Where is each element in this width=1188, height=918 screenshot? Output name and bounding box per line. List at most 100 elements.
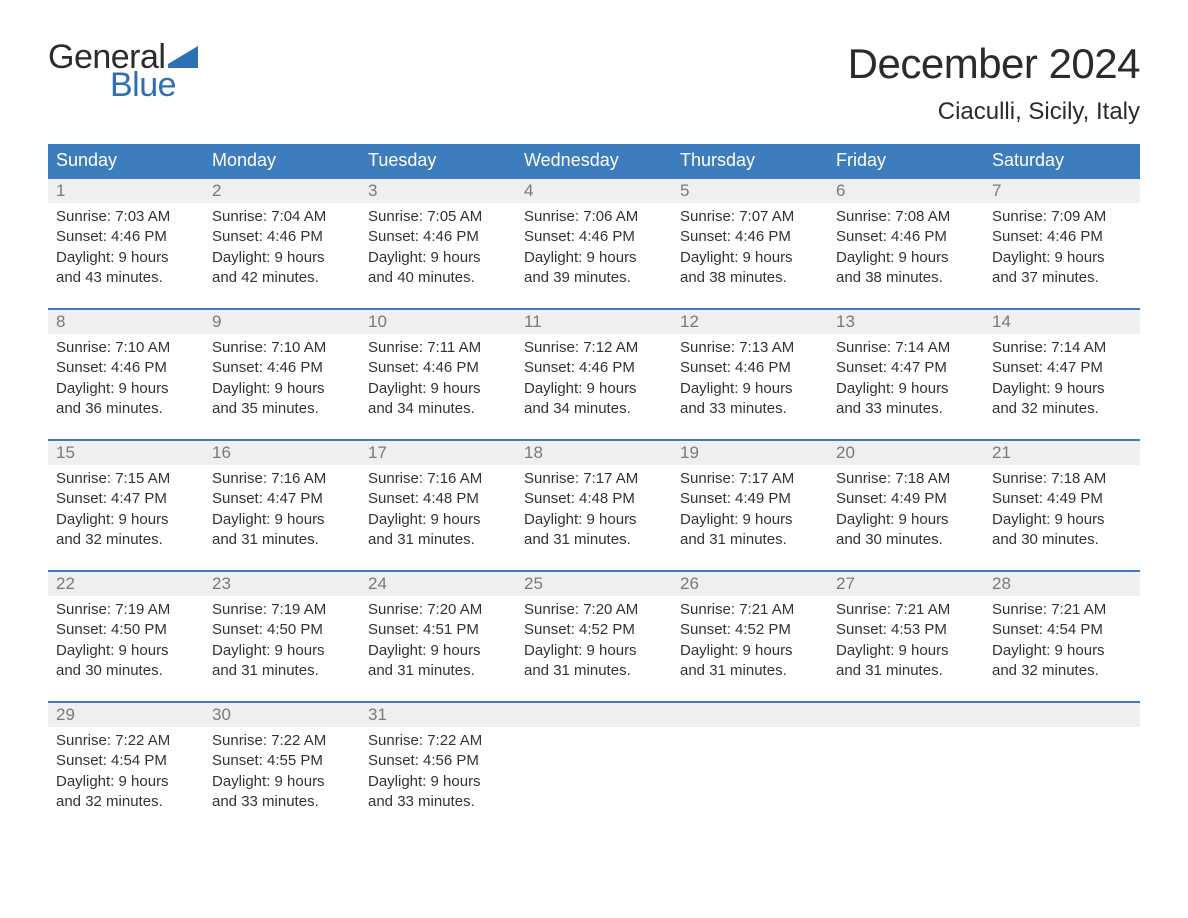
week-row: 8Sunrise: 7:10 AMSunset: 4:46 PMDaylight… <box>48 308 1140 427</box>
day-line-d1: Daylight: 9 hours <box>368 510 508 530</box>
weeks-container: 1Sunrise: 7:03 AMSunset: 4:46 PMDaylight… <box>48 177 1140 820</box>
day-line-d2: and 42 minutes. <box>212 268 352 288</box>
day-line-sunset: Sunset: 4:56 PM <box>368 751 508 771</box>
weekday-header: Friday <box>828 144 984 177</box>
day-number: 5 <box>672 179 828 203</box>
day-line-sunset: Sunset: 4:48 PM <box>368 489 508 509</box>
day-line-d2: and 30 minutes. <box>56 661 196 681</box>
day-line-d2: and 33 minutes. <box>368 792 508 812</box>
day-line-d2: and 31 minutes. <box>680 530 820 550</box>
day-line-d2: and 34 minutes. <box>368 399 508 419</box>
day-line-d2: and 36 minutes. <box>56 399 196 419</box>
day-line-sunset: Sunset: 4:46 PM <box>524 227 664 247</box>
day-line-sunrise: Sunrise: 7:10 AM <box>56 338 196 358</box>
day-details: Sunrise: 7:17 AMSunset: 4:48 PMDaylight:… <box>524 469 664 550</box>
weekday-header: Thursday <box>672 144 828 177</box>
day-number: 4 <box>516 179 672 203</box>
day-line-d1: Daylight: 9 hours <box>992 379 1132 399</box>
day-line-sunrise: Sunrise: 7:13 AM <box>680 338 820 358</box>
weekday-header: Wednesday <box>516 144 672 177</box>
day-cell: 5Sunrise: 7:07 AMSunset: 4:46 PMDaylight… <box>672 179 828 296</box>
day-line-d1: Daylight: 9 hours <box>836 248 976 268</box>
day-cell <box>516 703 672 820</box>
day-line-d1: Daylight: 9 hours <box>212 772 352 792</box>
day-line-sunrise: Sunrise: 7:15 AM <box>56 469 196 489</box>
day-cell: 6Sunrise: 7:08 AMSunset: 4:46 PMDaylight… <box>828 179 984 296</box>
day-line-sunrise: Sunrise: 7:10 AM <box>212 338 352 358</box>
day-details: Sunrise: 7:04 AMSunset: 4:46 PMDaylight:… <box>212 207 352 288</box>
day-number <box>516 703 672 727</box>
day-line-d1: Daylight: 9 hours <box>680 379 820 399</box>
day-line-sunset: Sunset: 4:46 PM <box>524 358 664 378</box>
day-line-d1: Daylight: 9 hours <box>524 379 664 399</box>
day-number <box>984 703 1140 727</box>
day-line-sunrise: Sunrise: 7:21 AM <box>836 600 976 620</box>
day-number: 30 <box>204 703 360 727</box>
day-details: Sunrise: 7:18 AMSunset: 4:49 PMDaylight:… <box>836 469 976 550</box>
day-cell: 23Sunrise: 7:19 AMSunset: 4:50 PMDayligh… <box>204 572 360 689</box>
day-line-d2: and 43 minutes. <box>56 268 196 288</box>
day-details: Sunrise: 7:20 AMSunset: 4:51 PMDaylight:… <box>368 600 508 681</box>
day-details: Sunrise: 7:14 AMSunset: 4:47 PMDaylight:… <box>992 338 1132 419</box>
day-cell: 30 Sunrise: 7:22 AMSunset: 4:55 PMDayligh… <box>204 703 360 820</box>
day-line-d2: and 32 minutes. <box>992 399 1132 419</box>
day-cell: 31Sunrise: 7:22 AMSunset: 4:56 PMDayligh… <box>360 703 516 820</box>
day-line-d1: Daylight: 9 hours <box>368 641 508 661</box>
day-line-sunset: Sunset: 4:46 PM <box>368 358 508 378</box>
day-details: Sunrise: 7:16 AMSunset: 4:48 PMDaylight:… <box>368 469 508 550</box>
day-number: 18 <box>516 441 672 465</box>
day-line-sunrise: Sunrise: 7:16 AM <box>368 469 508 489</box>
day-details: Sunrise: 7:09 AMSunset: 4:46 PMDaylight:… <box>992 207 1132 288</box>
day-cell: 29Sunrise: 7:22 AMSunset: 4:54 PMDayligh… <box>48 703 204 820</box>
weekday-header: Saturday <box>984 144 1140 177</box>
day-cell: 22Sunrise: 7:19 AMSunset: 4:50 PMDayligh… <box>48 572 204 689</box>
day-line-sunset: Sunset: 4:46 PM <box>212 358 352 378</box>
day-line-d1: Daylight: 9 hours <box>212 379 352 399</box>
day-line-sunrise: Sunrise: 7:04 AM <box>212 207 352 227</box>
day-line-d1: Daylight: 9 hours <box>836 510 976 530</box>
day-line-d1: Daylight: 9 hours <box>680 641 820 661</box>
day-details: Sunrise: 7:05 AMSunset: 4:46 PMDaylight:… <box>368 207 508 288</box>
day-cell: 9 Sunrise: 7:10 AMSunset: 4:46 PMDaylight… <box>204 310 360 427</box>
day-line-d1: Daylight: 9 hours <box>56 379 196 399</box>
day-line-d2: and 31 minutes. <box>212 530 352 550</box>
day-number: 25 <box>516 572 672 596</box>
day-line-sunrise: Sunrise: 7:14 AM <box>836 338 976 358</box>
day-line-sunrise: Sunrise: 7:14 AM <box>992 338 1132 358</box>
day-line-sunrise: Sunrise: 7:20 AM <box>368 600 508 620</box>
location: Ciaculli, Sicily, Italy <box>848 98 1140 126</box>
day-details: Sunrise: 7:21 AMSunset: 4:52 PMDaylight:… <box>680 600 820 681</box>
day-cell: 20Sunrise: 7:18 AMSunset: 4:49 PMDayligh… <box>828 441 984 558</box>
header: General Blue December 2024 Ciaculli, Sic… <box>48 40 1140 138</box>
day-details: Sunrise: 7:13 AMSunset: 4:46 PMDaylight:… <box>680 338 820 419</box>
day-line-sunrise: Sunrise: 7:17 AM <box>524 469 664 489</box>
day-details: Sunrise: 7:06 AMSunset: 4:46 PMDaylight:… <box>524 207 664 288</box>
day-cell: 16Sunrise: 7:16 AMSunset: 4:47 PMDayligh… <box>204 441 360 558</box>
day-cell: 12Sunrise: 7:13 AMSunset: 4:46 PMDayligh… <box>672 310 828 427</box>
day-line-sunrise: Sunrise: 7:16 AM <box>212 469 352 489</box>
day-line-sunrise: Sunrise: 7:17 AM <box>680 469 820 489</box>
day-line-d1: Daylight: 9 hours <box>524 248 664 268</box>
day-details: Sunrise: 7:22 AMSunset: 4:55 PMDaylight:… <box>212 731 352 812</box>
day-line-sunset: Sunset: 4:46 PM <box>680 227 820 247</box>
day-line-sunset: Sunset: 4:48 PM <box>524 489 664 509</box>
day-details: Sunrise: 7:11 AMSunset: 4:46 PMDaylight:… <box>368 338 508 419</box>
day-line-d2: and 30 minutes. <box>836 530 976 550</box>
day-line-d1: Daylight: 9 hours <box>368 248 508 268</box>
day-number: 23 <box>204 572 360 596</box>
brand-logo: General Blue <box>48 40 198 102</box>
day-line-d2: and 33 minutes. <box>680 399 820 419</box>
day-line-d1: Daylight: 9 hours <box>680 510 820 530</box>
day-line-d1: Daylight: 9 hours <box>368 379 508 399</box>
day-line-d2: and 32 minutes. <box>56 792 196 812</box>
day-line-d2: and 33 minutes. <box>836 399 976 419</box>
day-cell: 8Sunrise: 7:10 AMSunset: 4:46 PMDaylight… <box>48 310 204 427</box>
calendar: SundayMondayTuesdayWednesdayThursdayFrid… <box>48 144 1140 820</box>
day-line-sunset: Sunset: 4:47 PM <box>212 489 352 509</box>
day-cell <box>984 703 1140 820</box>
day-number: 9 <box>204 310 360 334</box>
day-line-d1: Daylight: 9 hours <box>992 641 1132 661</box>
day-cell: 19Sunrise: 7:17 AMSunset: 4:49 PMDayligh… <box>672 441 828 558</box>
day-line-d1: Daylight: 9 hours <box>56 510 196 530</box>
day-line-sunset: Sunset: 4:46 PM <box>212 227 352 247</box>
